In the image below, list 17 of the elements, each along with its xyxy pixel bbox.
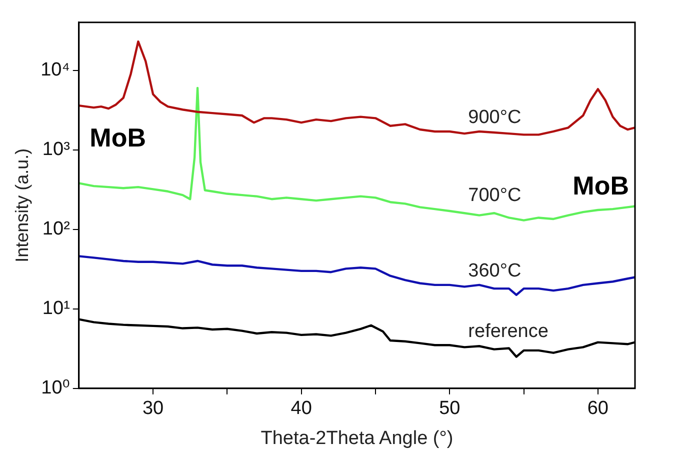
y-tick-label: 10³ (42, 139, 70, 160)
y-tick-label: 10⁰ (41, 378, 70, 399)
series-label: 700°C (468, 184, 522, 206)
y-tick-label: 10¹ (42, 298, 70, 320)
x-tick-label: 40 (290, 398, 312, 420)
x-axis-title: Theta-2Theta Angle (°) (260, 428, 454, 449)
series-label: reference (468, 320, 548, 342)
x-tick-label: 60 (587, 398, 608, 420)
y-tick-label: 10² (42, 218, 70, 240)
series-label: 360°C (468, 260, 522, 282)
series-label: 900°C (468, 107, 522, 128)
x-tick-label: 50 (439, 398, 460, 420)
annotation: MoB (90, 122, 146, 153)
y-tick-label: 10⁴ (40, 60, 70, 81)
y-axis-title: Intensity (a.u.) (12, 148, 32, 262)
x-tick-label: 30 (142, 398, 164, 420)
annotation: MoB (572, 170, 630, 200)
